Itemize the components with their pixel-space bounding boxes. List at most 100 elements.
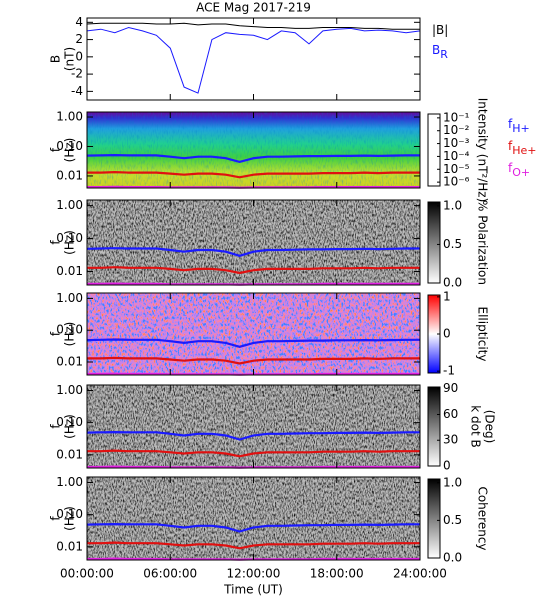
y-tick-label: 0.10 — [56, 507, 83, 521]
colorbar — [427, 386, 441, 467]
colorbar-tick-label: 0.0 — [443, 276, 462, 290]
y-tick-label: 0.01 — [56, 168, 83, 182]
y-axis-label: (Hz) — [63, 414, 77, 439]
colorbar — [427, 478, 441, 559]
colorbar-tick-label: 90 — [443, 381, 458, 395]
legend-name: f — [508, 139, 513, 153]
y-axis-label: (Hz) — [63, 506, 77, 531]
legend-name: |B| — [432, 23, 448, 37]
y-axis-label: B — [49, 55, 63, 63]
series-line — [86, 22, 420, 30]
legend-subscript: O+ — [512, 166, 530, 179]
y-tick-label: 0.01 — [56, 354, 83, 368]
legend-subscript: He+ — [512, 144, 536, 157]
colorbar-tick-label: 0 — [443, 327, 451, 341]
y-axis-label: (Hz) — [63, 138, 77, 163]
y-axis-label: f — [49, 240, 63, 245]
legend-name: f — [508, 117, 513, 131]
y-tick-label: 1.00 — [56, 291, 83, 305]
legend-entry: fH+ — [508, 117, 530, 136]
legend-entry: BR — [432, 43, 448, 62]
legend-entry: |B| — [432, 23, 448, 37]
y-tick-label: 1.00 — [56, 198, 83, 212]
x-axis-label: Time (UT) — [223, 583, 283, 597]
legend-name: f — [508, 161, 513, 175]
colorbar-tick-label: 0.0 — [443, 551, 462, 565]
y-tick-label: 1.00 — [56, 475, 83, 489]
colorbar-tick-label: 10⁻³ — [443, 136, 470, 150]
series-line — [86, 153, 420, 164]
y-tick-label: 2 — [75, 32, 83, 46]
y-axis-label: (nT) — [63, 47, 77, 71]
y-tick-label: -2 — [71, 67, 83, 81]
x-tick-label: 06:00:00 — [143, 567, 197, 581]
colorbar-label: k dot B — [469, 405, 483, 447]
legend-subscript: R — [440, 48, 448, 61]
y-axis-label: f — [49, 424, 63, 429]
y-tick-label: 0.10 — [56, 139, 83, 153]
colorbar-tick-label: 0.5 — [443, 513, 462, 527]
series-line — [86, 338, 420, 348]
colorbar-tick-label: 1.0 — [443, 475, 462, 489]
panel — [87, 385, 420, 468]
colorbar-label: Ellipticity — [476, 307, 490, 362]
colorbar-label: Coherency — [476, 486, 490, 550]
legend-entry: fHe+ — [508, 139, 537, 158]
colorbar — [427, 201, 441, 284]
y-tick-label: 0.01 — [56, 539, 83, 553]
y-tick-label: 4 — [75, 15, 83, 29]
y-axis-label: f — [49, 147, 63, 152]
series-line — [87, 541, 420, 550]
colorbar-label: (Deg) — [483, 410, 497, 444]
y-tick-label: 0 — [75, 49, 83, 63]
panel — [87, 477, 420, 560]
panel — [87, 112, 420, 188]
chart-title: ACE Mag 2017-219 — [196, 1, 311, 15]
y-axis-label: (Hz) — [63, 322, 77, 347]
y-tick-label: 0.10 — [56, 231, 83, 245]
x-tick-label: 24:00:00 — [393, 567, 447, 581]
y-tick-label: -4 — [71, 84, 83, 98]
y-axis-label: (Hz) — [63, 230, 77, 255]
colorbar-tick-label: 10⁻² — [443, 123, 470, 137]
y-tick-label: 1.00 — [56, 383, 83, 397]
colorbar-tick-label: 1.0 — [443, 198, 462, 212]
colorbar-tick-label: 10⁻⁵ — [443, 162, 470, 176]
colorbar-tick-label: 10⁻⁴ — [443, 149, 470, 163]
series-line — [87, 170, 420, 179]
x-tick-label: 12:00:00 — [227, 567, 281, 581]
series-line — [86, 26, 421, 94]
colorbar-tick-label: 60 — [443, 407, 458, 421]
colorbar-label: % Polarization — [476, 200, 490, 285]
colorbar-tick-label: 0.5 — [443, 237, 462, 251]
spectrogram-texture — [87, 112, 420, 188]
colorbar — [427, 113, 441, 187]
y-tick-label: 0.10 — [56, 415, 83, 429]
spectrogram-texture — [87, 477, 420, 560]
y-tick-label: 1.00 — [56, 110, 83, 124]
x-tick-label: 18:00:00 — [310, 567, 364, 581]
panel — [87, 200, 420, 285]
legend-entry: fO+ — [508, 161, 530, 180]
x-tick-label: 00:00:00 — [60, 567, 114, 581]
colorbar-tick-label: -1 — [443, 364, 455, 378]
y-axis-label: f — [49, 331, 63, 336]
y-axis-label: f — [49, 516, 63, 521]
series-line — [87, 449, 420, 458]
spectrogram-texture — [87, 385, 420, 468]
series-line — [87, 356, 420, 365]
legend-subscript: H+ — [512, 122, 530, 135]
colorbar-tick-label: 30 — [443, 433, 458, 447]
series-line — [86, 522, 420, 533]
y-tick-label: 0.01 — [56, 264, 83, 278]
colorbar-tick-label: 0 — [443, 459, 451, 473]
y-tick-label: 0.01 — [56, 447, 83, 461]
colorbar-tick-label: 10⁻¹ — [443, 110, 470, 124]
panel — [87, 293, 420, 375]
y-tick-label: 0.10 — [56, 323, 83, 337]
spectrogram-texture — [87, 293, 420, 375]
colorbar-tick-label: 10⁻⁶ — [443, 175, 470, 189]
legend-name: B — [432, 43, 440, 57]
